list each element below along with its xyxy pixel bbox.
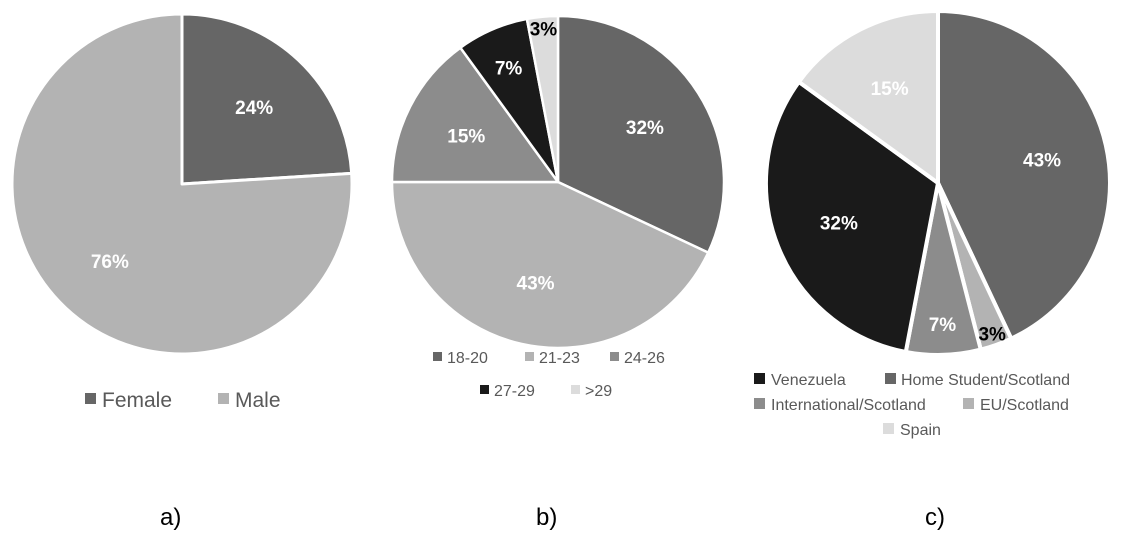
legend-b-label-0: 18-20 (447, 350, 488, 367)
legend-b-label-3: 27-29 (494, 383, 535, 400)
pie-c-slice-venezuela (764, 79, 940, 354)
pie-b-slice-21-23 (390, 180, 710, 350)
legend-b-swatch-0 (433, 352, 442, 361)
legend-a: Female Male (85, 389, 281, 412)
legend-a-label-0: Female (102, 389, 172, 412)
pie-chart-b: 32% 43% 15% 7% 3% 18-20 21-23 24-26 27-29 >2… (390, 14, 726, 531)
legend-b-swatch-2 (610, 352, 619, 361)
legend-c-swatch-2 (754, 398, 765, 409)
pie-b-slice--29 (525, 14, 560, 184)
legend-c-label-1: Home Student/Scotland (901, 372, 1070, 389)
pie-c-slice-spain (796, 9, 940, 185)
legend-b-label-2: 24-26 (624, 350, 665, 367)
pie-b-labels: 32% 43% 15% 7% 3% (447, 19, 664, 294)
pie-c-slices (764, 9, 1112, 357)
pie-c-data-label-1: 3% (978, 325, 1006, 346)
pie-b-slice-24-26 (390, 46, 560, 184)
pie-b-slices (390, 14, 726, 350)
pie-c-data-label-2: 7% (929, 315, 957, 336)
legend-b-label-4: >29 (585, 383, 612, 400)
legend-a-label-1: Male (235, 389, 281, 412)
legend-c-label-0: Venezuela (771, 372, 846, 389)
pie-c-data-label-4: 15% (871, 79, 909, 100)
pie-a-slice-male (10, 12, 354, 356)
panel-label-b: b) (536, 504, 557, 531)
pie-a-data-label-0: 24% (235, 98, 273, 119)
legend-b-swatch-1 (525, 352, 534, 361)
legend-b-swatch-3 (480, 385, 489, 394)
pie-chart-c: 43% 3% 7% 32% 15% Venezuela Home Student/Sco… (754, 9, 1112, 531)
legend-a-swatch-0 (85, 393, 96, 404)
legend-c-label-3: EU/Scotland (980, 397, 1069, 414)
pie-c-data-label-0: 43% (1023, 151, 1061, 172)
legend-c: Venezuela Home Student/Scotland Internat… (754, 372, 1070, 439)
legend-c-swatch-4 (883, 423, 894, 434)
legend-c-swatch-3 (963, 398, 974, 409)
pie-b-data-label-3: 7% (495, 59, 523, 80)
pie-b-data-label-2: 15% (447, 126, 485, 147)
legend-b-swatch-4 (571, 385, 580, 394)
pie-a-data-label-1: 76% (91, 252, 129, 273)
pie-c-data-label-3: 32% (820, 213, 858, 234)
legend-c-label-4: Spain (900, 422, 941, 439)
panel-label-c: c) (925, 504, 945, 531)
pie-b-data-label-0: 32% (626, 118, 664, 139)
legend-a-swatch-1 (218, 393, 229, 404)
pie-c-slice-home-student-scotland (936, 9, 1112, 341)
legend-c-label-2: International/Scotland (771, 397, 926, 414)
pie-a-labels: 24% 76% (91, 98, 273, 273)
pie-b-data-label-4: 3% (530, 19, 558, 40)
pie-b-data-label-1: 43% (517, 273, 555, 294)
pie-b-slice-18-20 (556, 14, 726, 254)
legend-c-swatch-1 (885, 373, 896, 384)
legend-b-label-1: 21-23 (539, 350, 580, 367)
pie-a-slice-female (180, 12, 354, 186)
pie-c-labels: 43% 3% 7% 32% 15% (820, 79, 1061, 346)
legend-c-swatch-0 (754, 373, 765, 384)
pie-chart-a: 24% 76% Female Male a) (10, 12, 354, 531)
legend-b: 18-20 21-23 24-26 27-29 >29 (433, 350, 665, 400)
panel-label-a: a) (160, 504, 181, 531)
pie-a-slices (10, 12, 354, 356)
